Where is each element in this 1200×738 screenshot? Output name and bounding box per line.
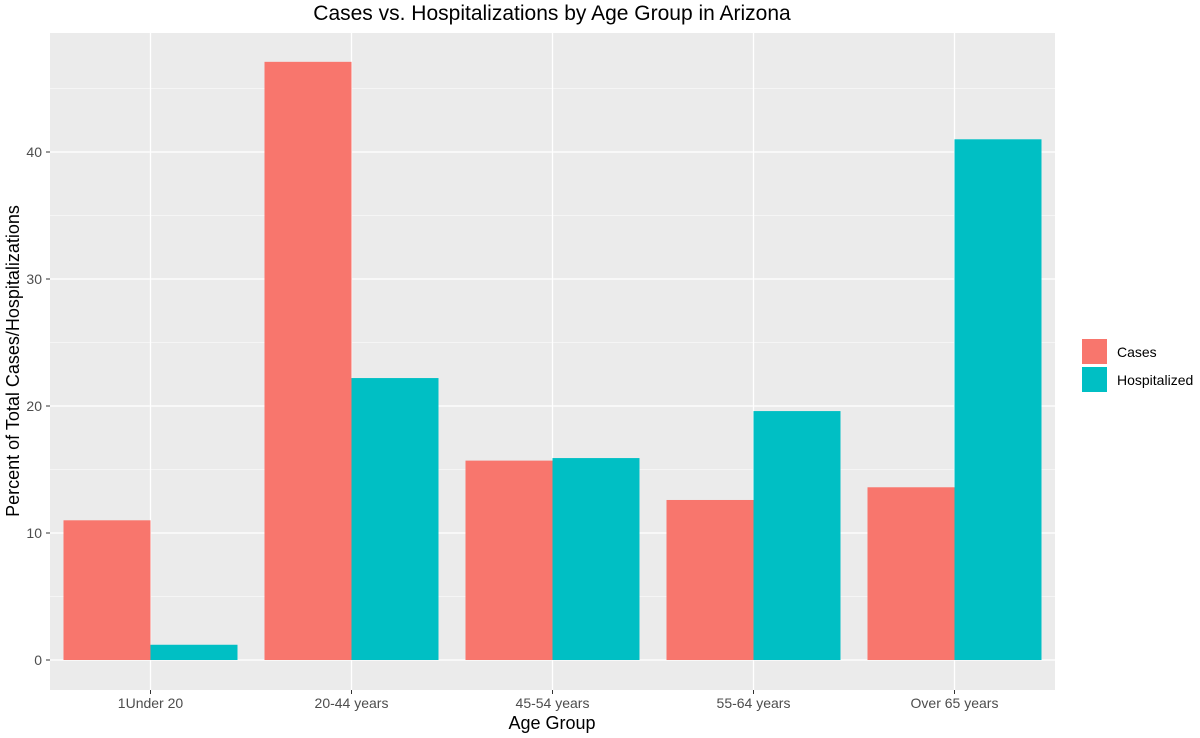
y-tick-label: 30 [26, 271, 42, 287]
bar-hospitalized-4 [954, 139, 1042, 661]
legend-label-cases: Cases [1117, 344, 1157, 360]
legend-label-hospitalized: Hospitalized [1117, 372, 1193, 388]
y-tick-label: 10 [26, 525, 42, 541]
legend: Cases Hospitalized [1082, 339, 1193, 392]
x-tick-label: Over 65 years [911, 695, 999, 711]
bar-hospitalized-3 [753, 411, 841, 660]
bars [63, 61, 1042, 661]
bar-cases-2 [465, 460, 553, 660]
legend-key-cases [1082, 339, 1107, 364]
y-tick-label: 0 [34, 652, 42, 668]
bar-hospitalized-0 [150, 644, 238, 660]
legend-key-hospitalized [1082, 367, 1107, 392]
x-axis: 1Under 20 20-44 years 45-54 years 55-64 yea… [118, 690, 999, 711]
y-tick-label: 40 [26, 144, 42, 160]
bar-cases-0 [63, 520, 151, 660]
chart-title: Cases vs. Hospitalizations by Age Group … [313, 2, 791, 25]
y-axis-title: Percent of Total Cases/Hospitalizations [3, 205, 23, 517]
y-axis: 0 10 20 30 40 [26, 144, 50, 668]
bar-hospitalized-1 [351, 378, 439, 660]
x-tick-label: 1Under 20 [118, 695, 184, 711]
bar-cases-4 [867, 487, 955, 660]
bar-cases-3 [666, 499, 754, 660]
y-tick-label: 20 [26, 398, 42, 414]
bar-cases-1 [264, 61, 352, 660]
bar-hospitalized-2 [552, 458, 640, 660]
x-tick-label: 45-54 years [516, 695, 590, 711]
x-tick-label: 55-64 years [717, 695, 791, 711]
x-axis-title: Age Group [508, 713, 595, 733]
x-tick-label: 20-44 years [315, 695, 389, 711]
